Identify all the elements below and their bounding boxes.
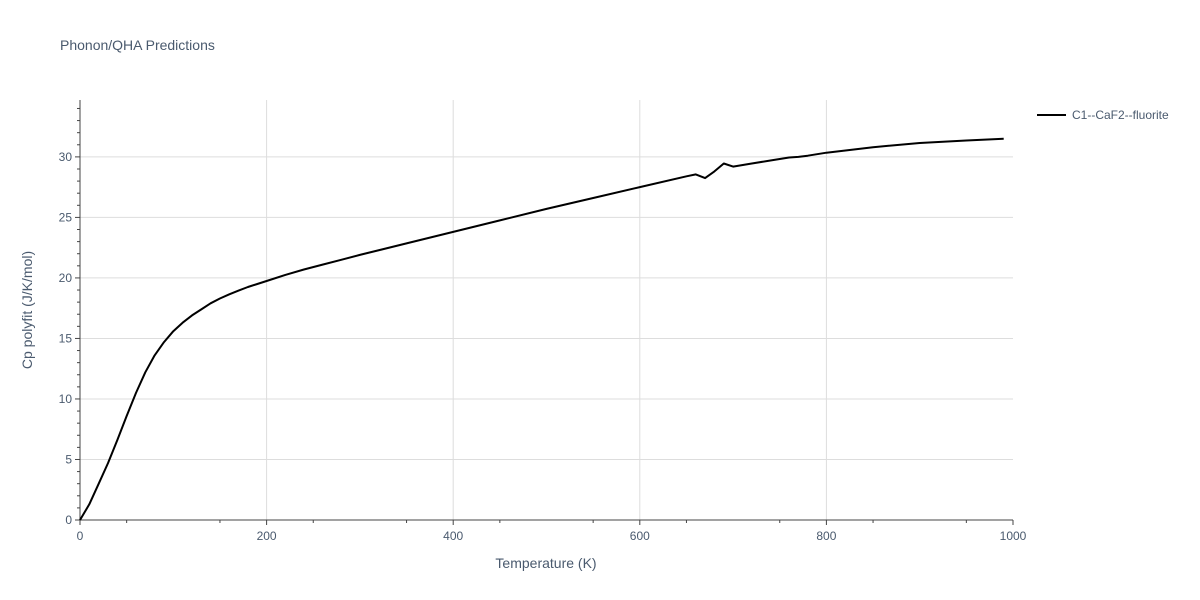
legend[interactable]: C1--CaF2--fluorite	[1037, 108, 1169, 122]
y-tick-label: 10	[59, 392, 73, 406]
y-axis-title: Cp polyfit (J/K/mol)	[19, 251, 35, 369]
x-tick-label: 600	[630, 529, 650, 543]
axes	[79, 100, 1013, 521]
x-tick-label: 800	[816, 529, 836, 543]
grid	[80, 100, 1013, 520]
y-tick-label: 30	[59, 150, 73, 164]
chart-title: Phonon/QHA Predictions	[60, 37, 215, 53]
series-line	[79, 137, 1004, 521]
legend-label: C1--CaF2--fluorite	[1072, 108, 1169, 122]
x-tick-label: 1000	[1000, 529, 1027, 543]
x-tick-label: 200	[257, 529, 277, 543]
ticks: 0 200 400 600 800 1000 0 5 10 15 20 25 30	[59, 107, 1027, 543]
y-tick-label: 0	[65, 513, 72, 527]
x-tick-label: 400	[443, 529, 463, 543]
plot-area	[79, 137, 1004, 521]
y-tick-label: 15	[59, 331, 73, 345]
y-tick-label: 5	[65, 452, 72, 466]
y-tick-label: 20	[59, 271, 73, 285]
y-tick-label: 25	[59, 210, 73, 224]
x-axis-title: Temperature (K)	[495, 555, 596, 571]
x-tick-label: 0	[77, 529, 84, 543]
